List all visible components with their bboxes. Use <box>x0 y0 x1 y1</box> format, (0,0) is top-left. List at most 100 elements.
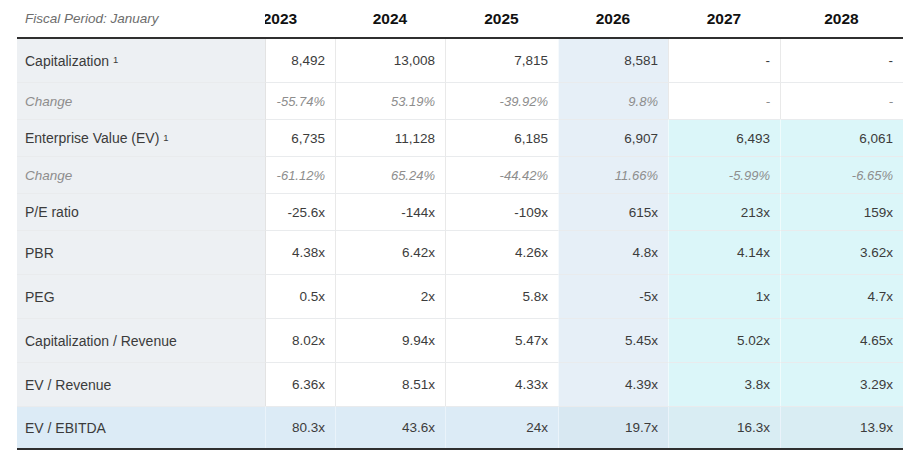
value-cell-2024: 13,008 <box>335 39 445 82</box>
value-cell-2026: 11.66% <box>558 156 668 193</box>
value-cell-2026: 4.39x <box>558 362 668 406</box>
year-header-text: 2024 <box>373 10 407 28</box>
row-p-e-ratio: P/E ratio-25.6x-144x-109x615x213x159x <box>17 193 903 230</box>
row-label: Enterprise Value (EV)1 <box>17 119 265 156</box>
row-label: PBR <box>17 230 265 274</box>
value-cell-2024: -144x <box>335 193 445 230</box>
year-header-2025: 2025 <box>445 0 558 37</box>
value-cell-2028: 3.62x <box>780 230 903 274</box>
value-cell-2025: 4.26x <box>445 230 558 274</box>
table-body: Capitalization18,49213,0087,8158,581--Ch… <box>17 37 903 450</box>
row-label: Change <box>17 156 265 193</box>
fiscal-period-label: Fiscal Period: January <box>17 0 265 37</box>
value-cell-2026: 4.8x <box>558 230 668 274</box>
row-label: EV / Revenue <box>17 362 265 406</box>
year-header-text: 2025 <box>484 10 518 28</box>
value-cell-2023: 6.36x <box>265 362 335 406</box>
value-cell-2026: 615x <box>558 193 668 230</box>
row-ev-revenue: EV / Revenue6.36x8.51x4.33x4.39x3.8x3.29… <box>17 362 903 406</box>
year-header-2027: 2027 <box>668 0 780 37</box>
value-cell-2027: 5.02x <box>668 318 780 362</box>
year-header-text: 2026 <box>596 10 630 28</box>
value-cell-2025: -39.92% <box>445 82 558 119</box>
value-cell-2027: 3.8x <box>668 362 780 406</box>
value-cell-2025: 4.33x <box>445 362 558 406</box>
row-capitalization: Capitalization18,49213,0087,8158,581-- <box>17 39 903 82</box>
value-cell-2027: 6,493 <box>668 119 780 156</box>
year-header-2026: 2026 <box>558 0 668 37</box>
value-cell-2028: 6,061 <box>780 119 903 156</box>
value-cell-2028: 4.7x <box>780 274 903 318</box>
value-cell-2028: - <box>780 39 903 82</box>
value-cell-2026: 19.7x <box>558 406 668 448</box>
row-label: PEG <box>17 274 265 318</box>
value-cell-2028: - <box>780 82 903 119</box>
valuation-table: Fiscal Period: January 20232024202520262… <box>17 0 903 450</box>
value-cell-2028: 3.29x <box>780 362 903 406</box>
value-cell-2025: 7,815 <box>445 39 558 82</box>
value-cell-2028: 159x <box>780 193 903 230</box>
value-cell-2023: 8,492 <box>265 39 335 82</box>
year-header-text: 2023 <box>265 10 335 28</box>
value-cell-2026: 8,581 <box>558 39 668 82</box>
year-header-2028: 2028 <box>780 0 903 37</box>
value-cell-2023: 0.5x <box>265 274 335 318</box>
value-cell-2025: 5.47x <box>445 318 558 362</box>
row-peg: PEG0.5x2x5.8x-5x1x4.7x <box>17 274 903 318</box>
value-cell-2027: -5.99% <box>668 156 780 193</box>
row-pbr: PBR4.38x6.42x4.26x4.8x4.14x3.62x <box>17 230 903 274</box>
value-cell-2024: 43.6x <box>335 406 445 448</box>
footnote-ref: 1 <box>163 132 168 143</box>
value-cell-2024: 11,128 <box>335 119 445 156</box>
value-cell-2024: 8.51x <box>335 362 445 406</box>
value-cell-2024: 65.24% <box>335 156 445 193</box>
row-label: P/E ratio <box>17 193 265 230</box>
value-cell-2026: -5x <box>558 274 668 318</box>
value-cell-2024: 53.19% <box>335 82 445 119</box>
year-header-text: 2027 <box>707 10 741 28</box>
value-cell-2025: 24x <box>445 406 558 448</box>
value-cell-2024: 2x <box>335 274 445 318</box>
value-cell-2026: 9.8% <box>558 82 668 119</box>
value-cell-2025: 5.8x <box>445 274 558 318</box>
value-cell-2024: 6.42x <box>335 230 445 274</box>
value-cell-2023: -61.12% <box>265 156 335 193</box>
value-cell-2027: 4.14x <box>668 230 780 274</box>
value-cell-2023: 80.3x <box>265 406 335 448</box>
value-cell-2028: 4.65x <box>780 318 903 362</box>
value-cell-2025: -44.42% <box>445 156 558 193</box>
value-cell-2026: 6,907 <box>558 119 668 156</box>
row-enterprise-value-ev: Enterprise Value (EV)16,73511,1286,1856,… <box>17 119 903 156</box>
value-cell-2024: 9.94x <box>335 318 445 362</box>
value-cell-2027: 1x <box>668 274 780 318</box>
value-cell-2027: 213x <box>668 193 780 230</box>
year-headers: 2023 2024 2025 2026 2027 2028 <box>265 0 903 37</box>
year-header-text: 2028 <box>824 10 858 28</box>
value-cell-2023: 4.38x <box>265 230 335 274</box>
row-change: Change-55.74%53.19%-39.92%9.8%-- <box>17 82 903 119</box>
value-cell-2026: 5.45x <box>558 318 668 362</box>
value-cell-2023: 8.02x <box>265 318 335 362</box>
row-label: Change <box>17 82 265 119</box>
year-header-2023: 2023 <box>265 0 335 37</box>
value-cell-2027: 16.3x <box>668 406 780 448</box>
value-cell-2025: 6,185 <box>445 119 558 156</box>
value-cell-2027: - <box>668 82 780 119</box>
table-header-row: Fiscal Period: January 20232024202520262… <box>17 0 903 37</box>
footnote-ref: 1 <box>113 54 118 65</box>
row-ev-ebitda: EV / EBITDA80.3x43.6x24x19.7x16.3x13.9x <box>17 406 903 448</box>
row-label: Capitalization1 <box>17 39 265 82</box>
value-cell-2023: -25.6x <box>265 193 335 230</box>
value-cell-2027: - <box>668 39 780 82</box>
value-cell-2023: -55.74% <box>265 82 335 119</box>
value-cell-2025: -109x <box>445 193 558 230</box>
fiscal-period-text: Fiscal Period: January <box>25 11 159 26</box>
value-cell-2028: 13.9x <box>780 406 903 448</box>
row-change: Change-61.12%65.24%-44.42%11.66%-5.99%-6… <box>17 156 903 193</box>
row-label: EV / EBITDA <box>17 406 265 448</box>
row-label: Capitalization / Revenue <box>17 318 265 362</box>
year-header-2024: 2024 <box>335 0 445 37</box>
value-cell-2028: -6.65% <box>780 156 903 193</box>
value-cell-2023: 6,735 <box>265 119 335 156</box>
row-capitalization-revenue: Capitalization / Revenue8.02x9.94x5.47x5… <box>17 318 903 362</box>
